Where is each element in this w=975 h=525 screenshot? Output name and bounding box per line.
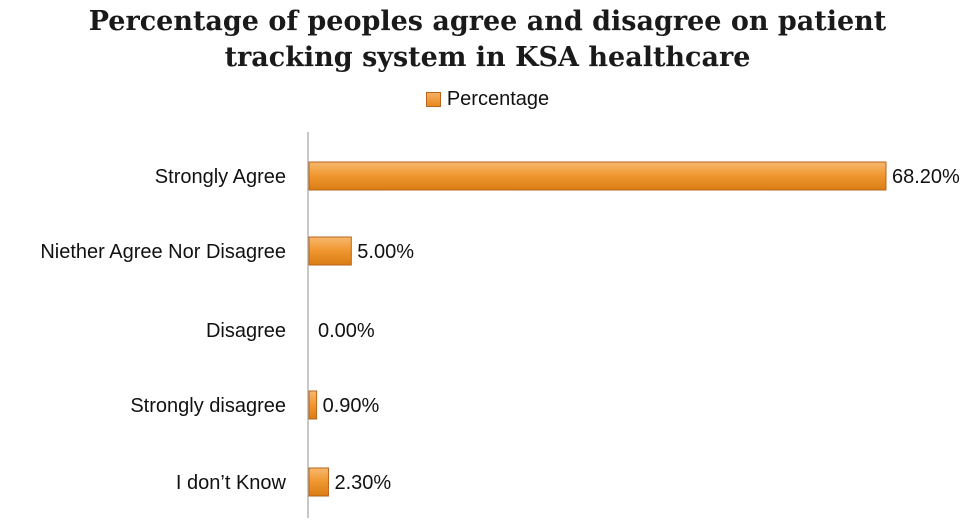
data-label: 0.00% — [318, 320, 375, 342]
bar — [308, 161, 887, 191]
data-label: 0.90% — [323, 395, 380, 417]
chart-title: Percentage of peoples agree and disagree… — [0, 4, 975, 76]
data-label: 5.00% — [357, 241, 414, 263]
legend-label: Percentage — [446, 88, 550, 110]
bar — [308, 390, 318, 420]
category-label: Disagree — [206, 320, 286, 342]
chart-title-line-1: Percentage of peoples agree and disagree… — [88, 6, 887, 37]
chart-title-line-2: tracking system in KSA healthcare — [224, 42, 751, 73]
category-label: I don’t Know — [176, 472, 287, 494]
bar — [308, 467, 329, 497]
legend-swatch — [425, 92, 441, 108]
category-label: Strongly disagree — [130, 395, 286, 417]
data-label: 2.30% — [334, 472, 391, 494]
chart-legend: Percentage — [0, 88, 975, 111]
category-label: Niether Agree Nor Disagree — [40, 241, 286, 263]
category-label: Strongly Agree — [155, 166, 286, 188]
bar — [308, 236, 352, 266]
data-label: 68.20% — [892, 166, 960, 188]
